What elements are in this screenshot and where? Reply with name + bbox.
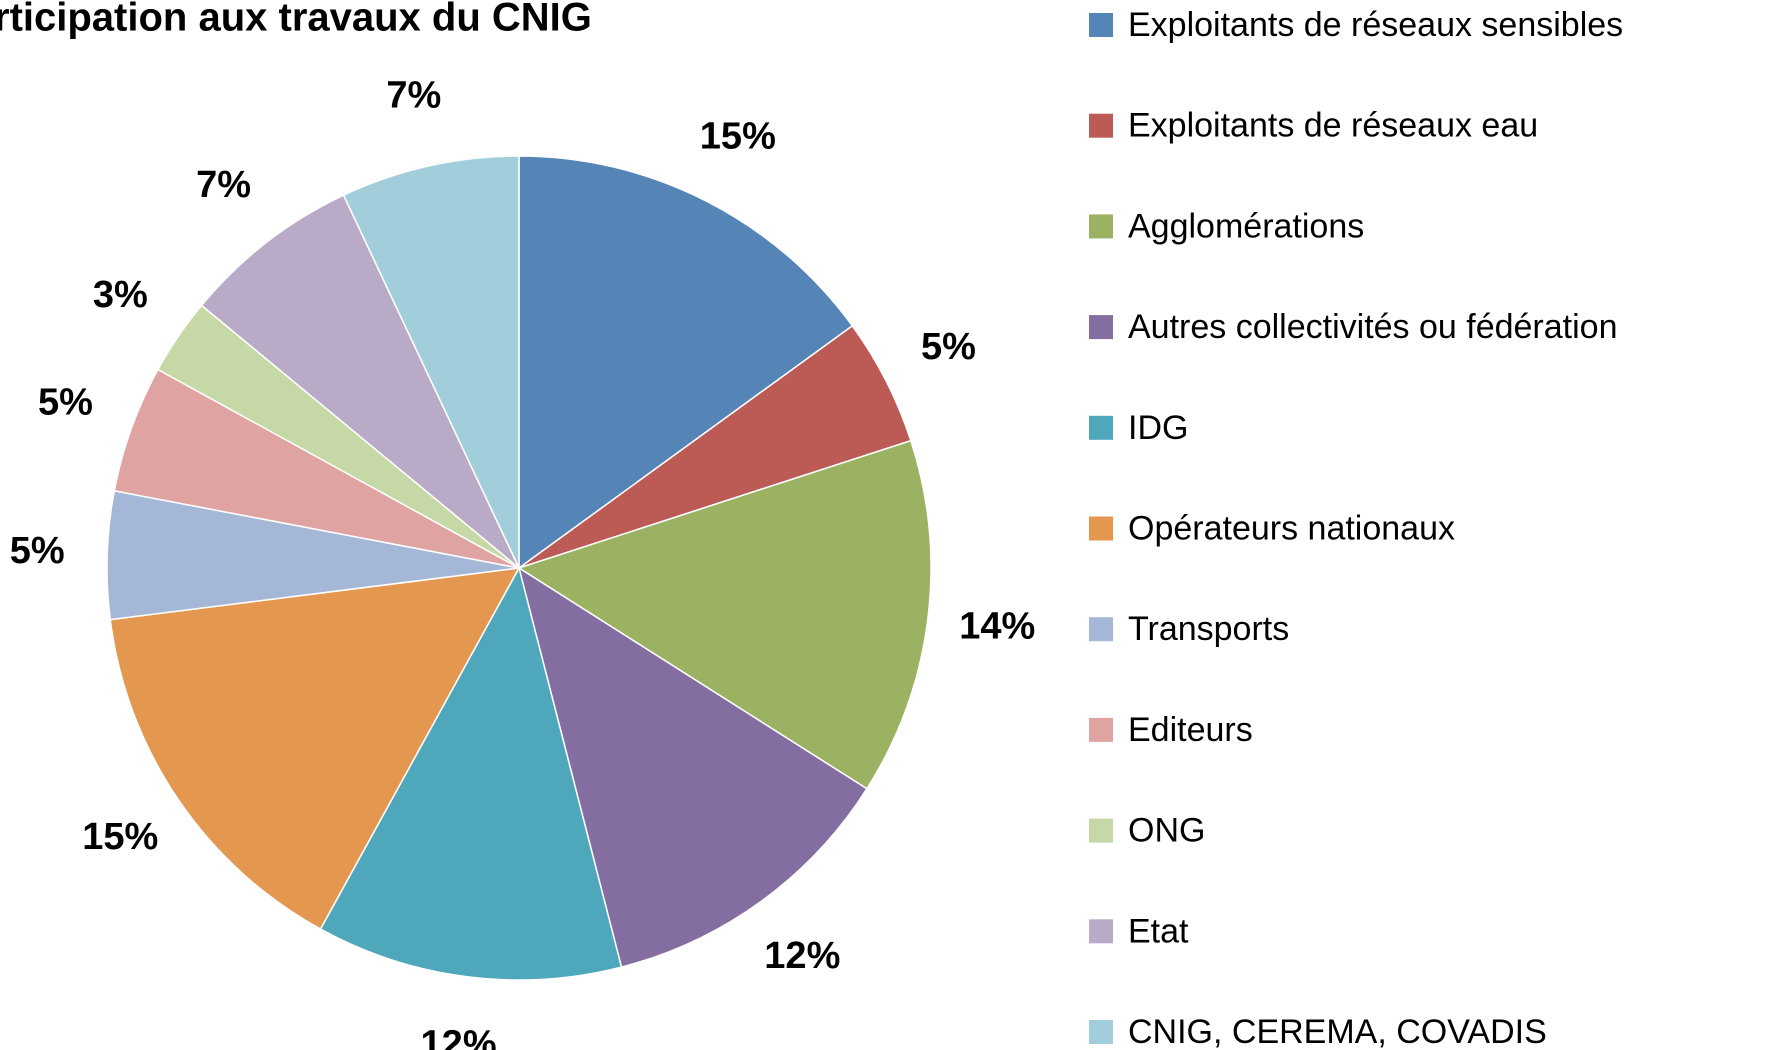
legend-swatch xyxy=(1089,1020,1113,1044)
legend-swatch xyxy=(1089,717,1113,742)
data-label: 5% xyxy=(10,530,65,572)
legend-label: Transports xyxy=(1128,610,1289,648)
legend-swatch xyxy=(1089,315,1113,340)
legend-label: Etat xyxy=(1128,912,1189,950)
data-label: 7% xyxy=(386,75,441,117)
legend-label: Exploitants de réseaux sensibles xyxy=(1128,6,1623,44)
legend-label: Opérateurs nationaux xyxy=(1128,509,1455,547)
data-label: 15% xyxy=(700,116,776,158)
legend-swatch xyxy=(1089,919,1113,944)
legend-label: IDG xyxy=(1128,409,1188,447)
legend-swatch xyxy=(1089,13,1113,37)
chart-title: rticipation aux travaux du CNIG xyxy=(0,0,592,40)
data-label: 7% xyxy=(196,164,251,206)
data-label: 12% xyxy=(764,935,840,977)
legend-label: Editeurs xyxy=(1128,711,1253,749)
legend-swatch xyxy=(1089,818,1113,843)
pie-slice xyxy=(517,439,932,790)
legend-swatch xyxy=(1089,617,1113,642)
data-label: 5% xyxy=(921,326,976,368)
pie-slice xyxy=(342,155,520,569)
legend-swatch xyxy=(1089,516,1113,541)
legend-swatch xyxy=(1089,214,1113,239)
data-label: 14% xyxy=(959,605,1035,647)
data-label: 15% xyxy=(82,816,158,858)
data-label: 5% xyxy=(38,382,93,424)
data-label: 12% xyxy=(421,1023,497,1050)
legend-label: CNIG, CEREMA, COVADIS xyxy=(1128,1013,1547,1050)
legend-label: ONG xyxy=(1128,812,1205,850)
legend-label: Agglomérations xyxy=(1128,207,1364,245)
pie-slice xyxy=(200,194,520,569)
legend-label: Autres collectivités ou fédération xyxy=(1128,308,1617,346)
data-label: 3% xyxy=(93,274,148,316)
pie-slice xyxy=(109,567,521,931)
legend-label: Exploitants de réseaux eau xyxy=(1128,107,1538,145)
pie-slice xyxy=(517,566,868,968)
legend-swatch xyxy=(1089,113,1113,138)
legend-swatch xyxy=(1089,415,1113,440)
pie-slice xyxy=(319,565,623,981)
pie-slice xyxy=(518,155,854,570)
